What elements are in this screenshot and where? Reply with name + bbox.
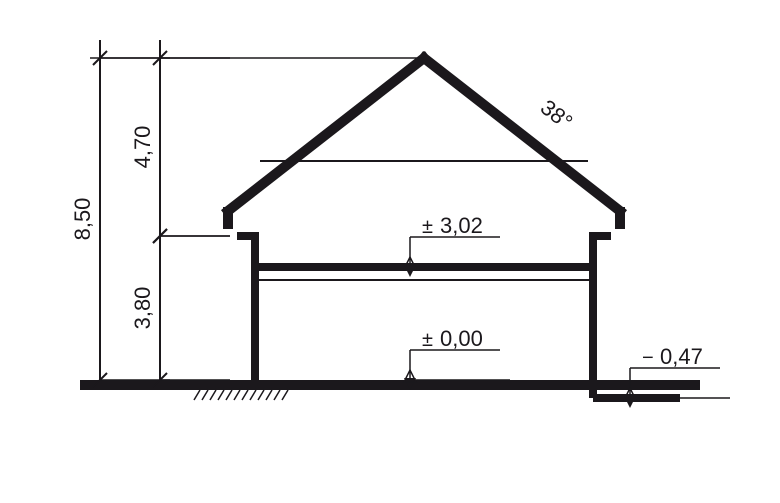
ground-hatch: [274, 390, 280, 400]
ground-hatch: [258, 390, 264, 400]
ground-hatch: [250, 390, 256, 400]
level-prefix: ±: [422, 329, 433, 351]
ground-hatch: [282, 390, 288, 400]
ground-hatch: [234, 390, 240, 400]
ground-hatch: [202, 390, 208, 400]
ground-hatch: [218, 390, 224, 400]
level-value: 3,02: [440, 213, 483, 238]
ground-hatch: [242, 390, 248, 400]
level-prefix: ±: [422, 216, 433, 238]
roof-angle-label: 38°: [536, 94, 578, 134]
ground-hatch: [226, 390, 232, 400]
ground-hatch: [194, 390, 200, 400]
level-value: 0,00: [440, 326, 483, 351]
dim-label: 3,80: [130, 287, 155, 330]
roof-right: [424, 58, 620, 211]
level-prefix: −: [642, 347, 654, 369]
roof-left: [228, 58, 424, 211]
ground-hatch: [266, 390, 272, 400]
dim-label: 8,50: [70, 198, 95, 241]
ground-hatch: [210, 390, 216, 400]
level-value: 0,47: [660, 344, 703, 369]
dim-label: 4,70: [130, 126, 155, 169]
